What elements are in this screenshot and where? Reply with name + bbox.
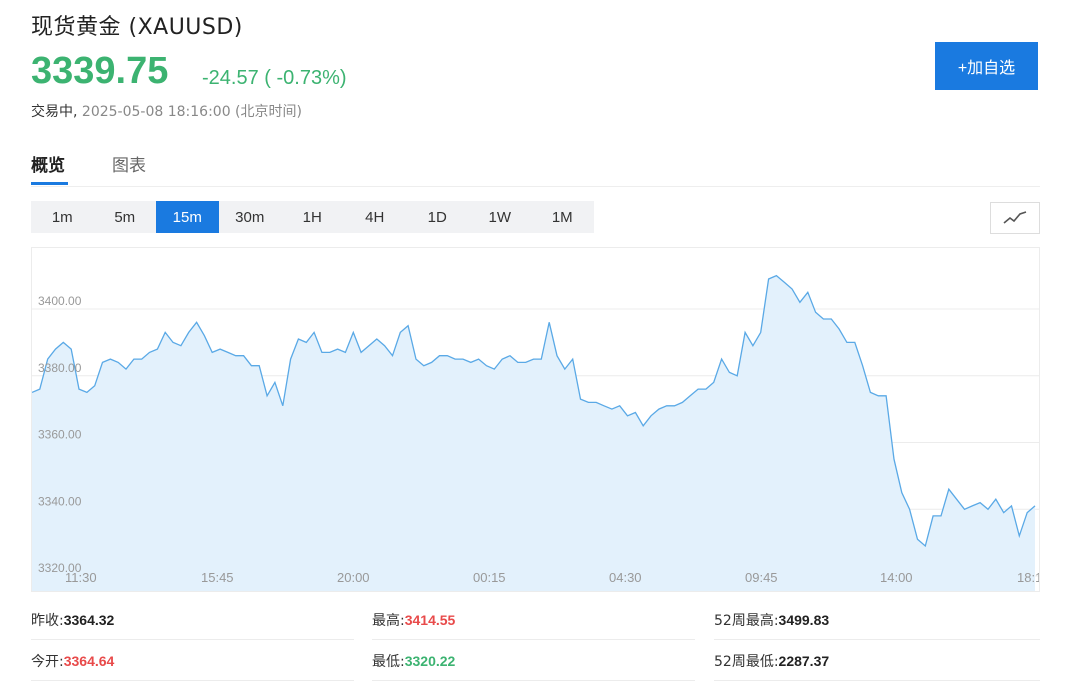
page-title: 现货黄金 (XAUUSD) — [31, 15, 243, 40]
stat-label: 昨收: — [31, 612, 64, 629]
stat-low: 最低: 3320.22 — [372, 641, 695, 681]
interval-1d[interactable]: 1D — [427, 208, 447, 226]
stats-panel: 昨收: 3364.32 最高: 3414.55 52周最高: 3499.83 今… — [31, 598, 1040, 684]
y-tick-label: 3340.00 — [38, 494, 82, 508]
status-timestamp: 2025-05-08 18:16:00 (北京时间) — [81, 104, 302, 120]
stat-label: 52周最高: — [714, 612, 779, 629]
stat-label: 最高: — [372, 612, 405, 629]
interval-4h[interactable]: 4H — [365, 208, 385, 226]
stat-label: 今开: — [31, 653, 64, 670]
interval-15m[interactable]: 15m — [156, 201, 219, 233]
tab-overview[interactable]: 概览 — [31, 156, 65, 176]
stat-value: 3364.32 — [63, 611, 115, 628]
interval-selector: 1m 5m 15m 30m 1H 4H 1D 1W 1M — [31, 201, 594, 233]
series-line — [32, 274, 1036, 548]
tab-chart[interactable]: 图表 — [112, 156, 146, 176]
x-tick-label: 18:1 — [1017, 570, 1040, 585]
tab-bar: 概览 图表 — [31, 148, 1040, 187]
x-tick-label: 11:30 — [65, 570, 97, 585]
stat-high: 最高: 3414.55 — [372, 600, 695, 640]
x-tick-label: 04:30 — [609, 570, 642, 585]
price-change: -24.57 ( -0.73%) — [202, 67, 347, 89]
stat-value: 2287.37 — [778, 652, 830, 669]
interval-1w[interactable]: 1W — [488, 208, 512, 226]
y-tick-label: 3380.00 — [38, 361, 82, 375]
stat-label: 52周最低: — [714, 653, 779, 670]
stat-value: 3364.64 — [63, 652, 115, 669]
stat-value: 3320.22 — [404, 652, 456, 669]
add-watchlist-button[interactable]: +加自选 — [935, 42, 1038, 90]
series-area — [32, 275, 1035, 591]
x-tick-label: 15:45 — [201, 570, 234, 585]
trading-status: 交易中, 2025-05-08 18:16:00 (北京时间) — [31, 101, 302, 121]
y-tick-label: 3360.00 — [38, 428, 82, 442]
interval-1mo[interactable]: 1M — [551, 208, 573, 226]
stat-prev-close: 昨收: 3364.32 — [31, 600, 354, 640]
x-tick-label: 14:00 — [880, 570, 913, 585]
status-label: 交易中, — [31, 104, 78, 120]
stat-52w-low: 52周最低: 2287.37 — [714, 641, 1040, 681]
y-tick-label: 3400.00 — [38, 294, 82, 308]
stat-value: 3499.83 — [778, 611, 830, 628]
line-chart-icon — [1003, 211, 1027, 224]
x-tick-label: 00:15 — [473, 570, 506, 585]
stat-52w-high: 52周最高: 3499.83 — [714, 600, 1040, 640]
x-tick-label: 09:45 — [745, 570, 778, 585]
x-tick-label: 20:00 — [337, 570, 370, 585]
stat-value: 3414.55 — [404, 611, 456, 628]
stat-label: 最低: — [372, 653, 405, 670]
stat-open: 今开: 3364.64 — [31, 641, 354, 681]
chart-type-button[interactable] — [990, 202, 1040, 234]
price-chart-svg: 3320.00 3340.00 3360.00 3380.00 3400.00 11:30… — [32, 274, 1040, 591]
interval-1m[interactable]: 1m — [51, 208, 73, 226]
interval-5m[interactable]: 5m — [114, 208, 136, 226]
y-tick-label: 3320.00 — [38, 561, 82, 575]
price-chart: 3320.00 3340.00 3360.00 3380.00 3400.00 11:30… — [31, 247, 1040, 592]
active-tab-indicator — [31, 182, 68, 185]
current-price: 3339.75 — [31, 50, 169, 92]
interval-30m[interactable]: 30m — [235, 208, 265, 226]
interval-1h[interactable]: 1H — [302, 208, 322, 226]
